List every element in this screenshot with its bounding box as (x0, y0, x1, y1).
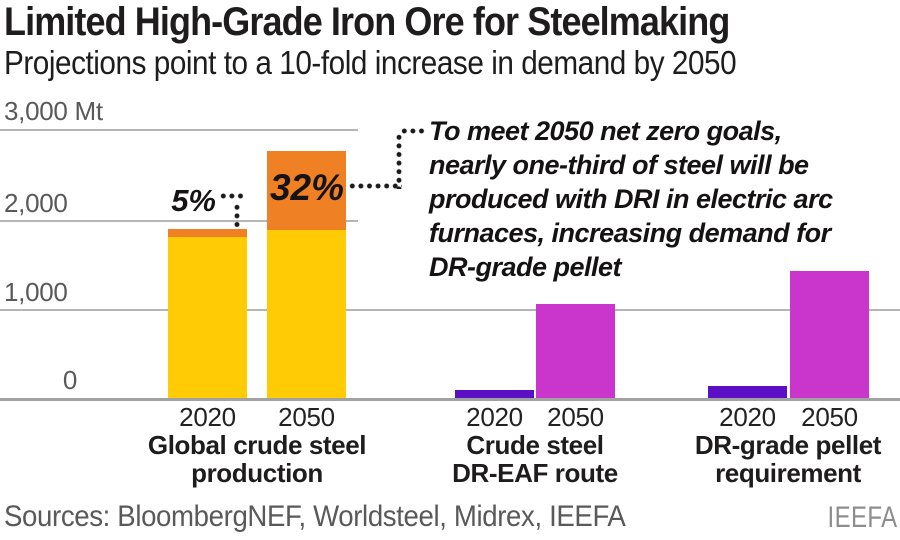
dotted-connector-annotation (400, 128, 427, 134)
dotted-connector-5pct-vertical (234, 203, 240, 230)
gridline-3000 (0, 129, 358, 131)
bar-dr-grade-pellet-requirement-2020-segment-0 (708, 386, 787, 399)
annotation-line: nearly one-third of steel will be (429, 150, 809, 180)
x-tick-label-dr-grade-pellet-requirement-2050: 2050 (801, 402, 858, 432)
bar-global-crude-steel-production-2050-segment-1 (267, 150, 346, 231)
x-tick-label-dr-grade-pellet-requirement-2020: 2020 (719, 402, 776, 432)
y-tick-label-3000: 3,000 Mt (4, 96, 103, 126)
bar-global-crude-steel-production-2050-segment-0 (267, 230, 346, 399)
bar-crude-steel-dr-eaf-route-2050-segment-0 (536, 303, 615, 399)
y-tick-label-2000: 2,000 (4, 188, 68, 218)
annotation-line: To meet 2050 net zero goals, (429, 116, 782, 146)
chart-title: Limited High-Grade Iron Ore for Steelmak… (4, 0, 730, 44)
dotted-connector-32pct-horizontal (348, 183, 402, 189)
group-label-global-crude-steel-production: Global crude steel production (147, 430, 367, 488)
ieefa-logo: IEEFA (827, 501, 898, 534)
gridline-2000 (0, 220, 358, 222)
bar-global-crude-steel-production-2020-segment-0 (168, 237, 247, 399)
y-tick-label-0: 0 (62, 365, 77, 395)
y-tick-label-1000: 1,000 (4, 277, 68, 307)
x-tick-label-crude-steel-dr-eaf-route-2050: 2050 (547, 402, 604, 432)
bar-dr-grade-pellet-requirement-2050-segment-0 (790, 270, 869, 399)
x-tick-label-global-crude-steel-production-2050: 2050 (278, 402, 335, 432)
dotted-connector-5pct-horizontal (219, 193, 245, 199)
dotted-connector-32pct-vertical (396, 133, 402, 189)
x-tick-label-global-crude-steel-production-2020: 2020 (179, 402, 236, 432)
chart-subtitle: Projections point to a 10-fold increase … (4, 44, 737, 81)
bar-global-crude-steel-production-2020-segment-1 (168, 228, 247, 238)
sources-text: Sources: BloombergNEF, Worldsteel, Midre… (4, 500, 626, 533)
annotation-line: produced with DRI in electric arc (429, 184, 833, 214)
gridline-1000 (0, 309, 900, 311)
annotation-line: furnaces, increasing demand for (429, 218, 831, 248)
dri-share-label-2050: 32% (269, 167, 345, 208)
x-axis-line (0, 398, 900, 401)
x-tick-label-crude-steel-dr-eaf-route-2020: 2020 (466, 402, 523, 432)
annotation-line: DR-grade pellet (429, 252, 622, 282)
group-label-dr-grade-pellet-requirement: DR-grade pellet requirement (694, 430, 882, 488)
annotation-text: To meet 2050 net zero goals, nearly one-… (429, 114, 899, 284)
bar-crude-steel-dr-eaf-route-2020-segment-0 (455, 389, 534, 399)
dri-share-label-2020: 5% (171, 183, 216, 218)
group-label-crude-steel-dr-eaf-route: Crude steel DR-EAF route (452, 430, 618, 488)
